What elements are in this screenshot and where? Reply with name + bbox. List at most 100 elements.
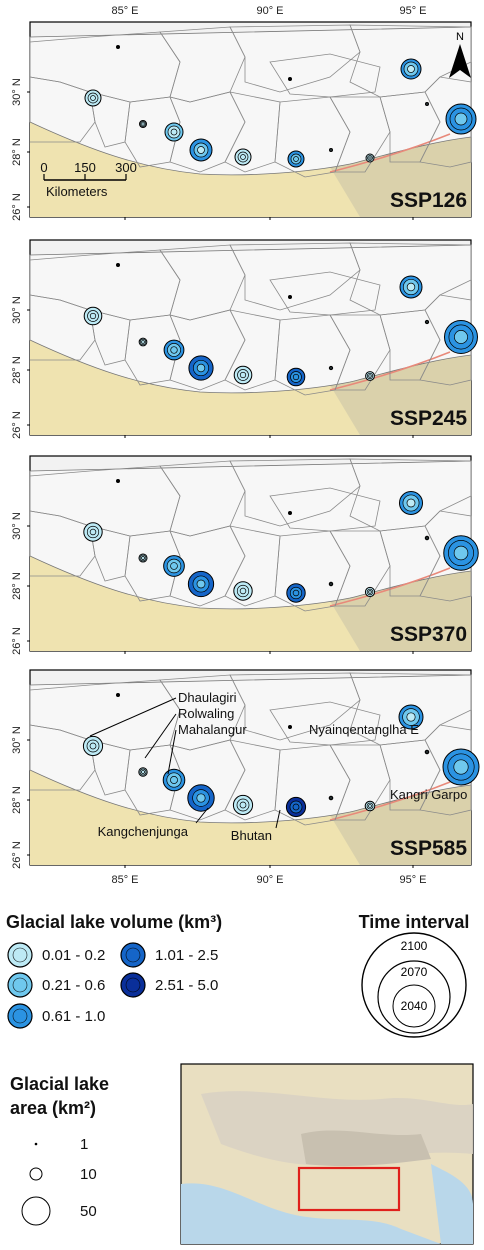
glacial-lake-ring [141,122,145,126]
longitude-tick-bottom: 90° E [256,874,283,886]
latitude-tick: 28° N [11,138,23,166]
longitude-tick-bottom: 95° E [399,874,426,886]
glacial-lake-ring [196,579,206,589]
basin-boundary [419,76,472,168]
glacial-lake-ring [407,65,415,73]
map-panel: SSP585 30° N 28° N 26° N [11,669,480,869]
region-label: Dhaulagiri [178,690,237,705]
latitude-tick: 28° N [11,356,23,384]
glacial-lake-ring [240,154,246,160]
scale-bar-unit: Kilometers [46,184,108,199]
volume-class-swatch-inner [12,1008,28,1024]
glacial-lake-ring [292,589,300,597]
time-legend-title: Time interval [359,912,470,932]
region-label: Kangchenjunga [98,824,189,839]
glacial-lake-ring [425,320,429,324]
region-label: Mahalangur [178,722,247,737]
north-arrow-shape [449,44,471,78]
basin-boundary [89,91,131,148]
time-label-2040: 2040 [401,999,428,1013]
glacial-lake-ring [239,587,247,595]
latitude-tick: 28° N [11,786,23,814]
relief-shading [330,770,471,865]
glacial-lake-ring [170,128,178,136]
glacial-lake-ring [170,562,178,570]
glacial-lake-ring [141,340,145,344]
glacial-lake-ring [196,363,206,373]
glacial-lake-ring [368,804,372,808]
region-label: Rolwaling [178,706,234,721]
volume-class-label: 0.61 - 1.0 [42,1008,105,1025]
leader-line [89,697,177,737]
longitude-tick-bottom: 85° E [111,874,138,886]
glacial-lake-ring [406,712,416,722]
study-region [29,674,472,824]
area-value-10: 10 [80,1166,97,1183]
basin-boundary [419,724,472,816]
glacial-lake-ring [329,366,333,370]
time-label-2100: 2100 [401,939,428,953]
small-lake-dot [116,479,120,483]
study-region [29,460,472,610]
time-ring-2040 [392,984,436,1028]
latitude-tick: 26° N [11,627,23,655]
inset-sea-east [431,1164,473,1244]
glacial-lake-ring [141,556,145,560]
glacial-lake-ring [239,371,247,379]
area-legend-title-1: Glacial lake [10,1074,109,1094]
glacial-lake-ring [453,545,469,561]
area-value-50: 50 [80,1203,97,1220]
longitude-tick-top: 95° E [399,5,426,17]
inset-map [180,1063,474,1245]
latitude-tick: 30° N [11,726,23,754]
leader-line [144,713,177,759]
small-lake-dot [288,77,292,81]
volume-class-label: 2.51 - 5.0 [155,977,218,994]
area-value-1: 1 [80,1136,88,1153]
region-label: Kangri Garpo [390,787,467,802]
basin-boundary [89,739,131,796]
study-region [29,244,472,394]
leader-line [167,729,177,775]
scenario-label: SSP126 [390,189,467,212]
inset-sea [181,1183,441,1244]
basin-boundary [89,525,131,582]
glacial-lake-ring [197,146,205,154]
inset-plateau [301,1130,431,1167]
volume-class-swatch-inner [12,977,28,993]
relief-shading [330,556,471,651]
glacial-lake-ring [368,590,372,594]
area-legend-title-2: area (km²) [10,1098,96,1118]
scenario-label: SSP585 [390,837,467,860]
volume-legend-title: Glacial lake volume (km³) [6,912,222,932]
map-panel: SSP370 30° N 28° N 26° N [11,455,479,655]
leader-line [275,809,281,829]
area-symbol-10 [29,1167,43,1181]
scale-bar: 0 150 300 Kilometers [40,160,136,199]
glacial-lake-ring [89,312,97,320]
small-lake-dot [288,725,292,729]
small-lake-dot [116,693,120,697]
latitude-tick: 30° N [11,78,23,106]
north-arrow-icon: N [449,31,471,78]
study-region [29,26,472,176]
glacial-lake-ring [239,801,247,809]
glacial-lake-ring [292,803,300,811]
volume-class-label: 0.01 - 0.2 [42,947,105,964]
scale-bar-tick-label: 0 [40,160,47,175]
glacial-lake-ring [170,776,178,784]
glacial-lake-ring [368,156,372,160]
glacial-lake-ring [368,374,372,378]
scale-bar-tick-label: 150 [74,160,96,175]
basin-boundary [89,309,131,366]
volume-class-swatch-inner [125,947,141,963]
glacial-lake-ring [454,112,468,126]
region-label: Bhutan [231,828,272,843]
latitude-tick: 26° N [11,193,23,221]
glacial-lake-ring [454,330,468,344]
area-symbol-1 [34,1142,38,1146]
glacial-lake-ring [89,528,97,536]
leader-line [195,807,209,824]
small-lake-dot [288,295,292,299]
